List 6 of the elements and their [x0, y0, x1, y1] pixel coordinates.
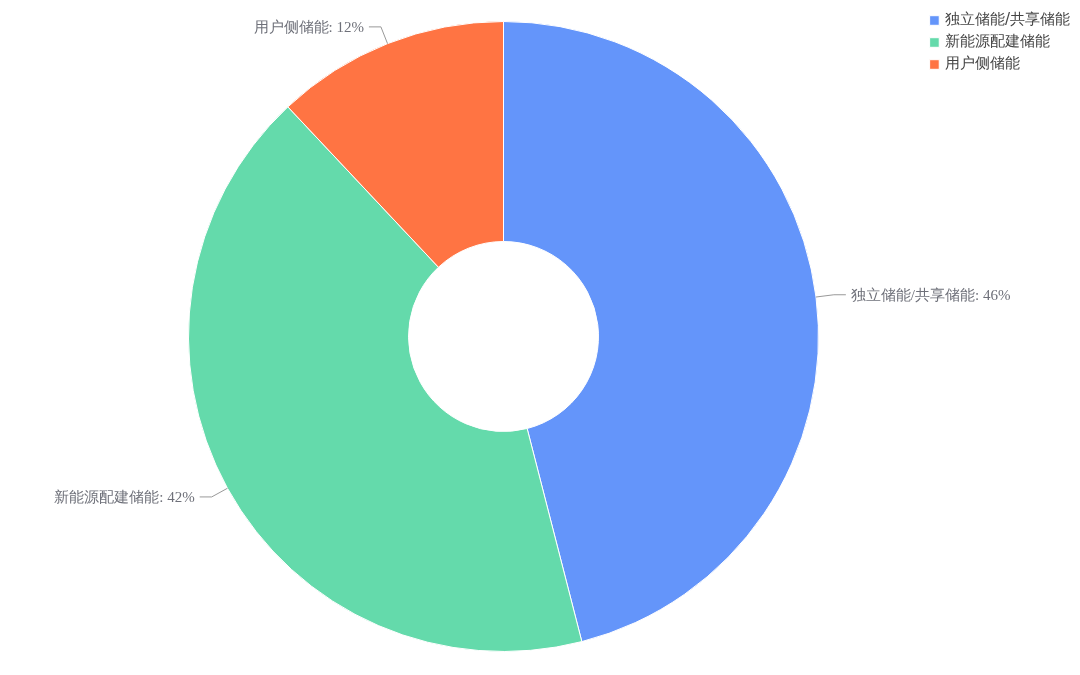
legend-label: 新能源配建储能: [944, 32, 1050, 51]
data-label: 新能源配建储能: 42%: [54, 488, 195, 505]
legend-label: 用户侧储能: [944, 54, 1020, 73]
data-label: 用户侧储能: 12%: [253, 18, 364, 35]
legend-label: 独立储能/共享储能: [944, 10, 1070, 29]
data-label: 独立储能/共享储能: 46%: [850, 286, 1011, 303]
